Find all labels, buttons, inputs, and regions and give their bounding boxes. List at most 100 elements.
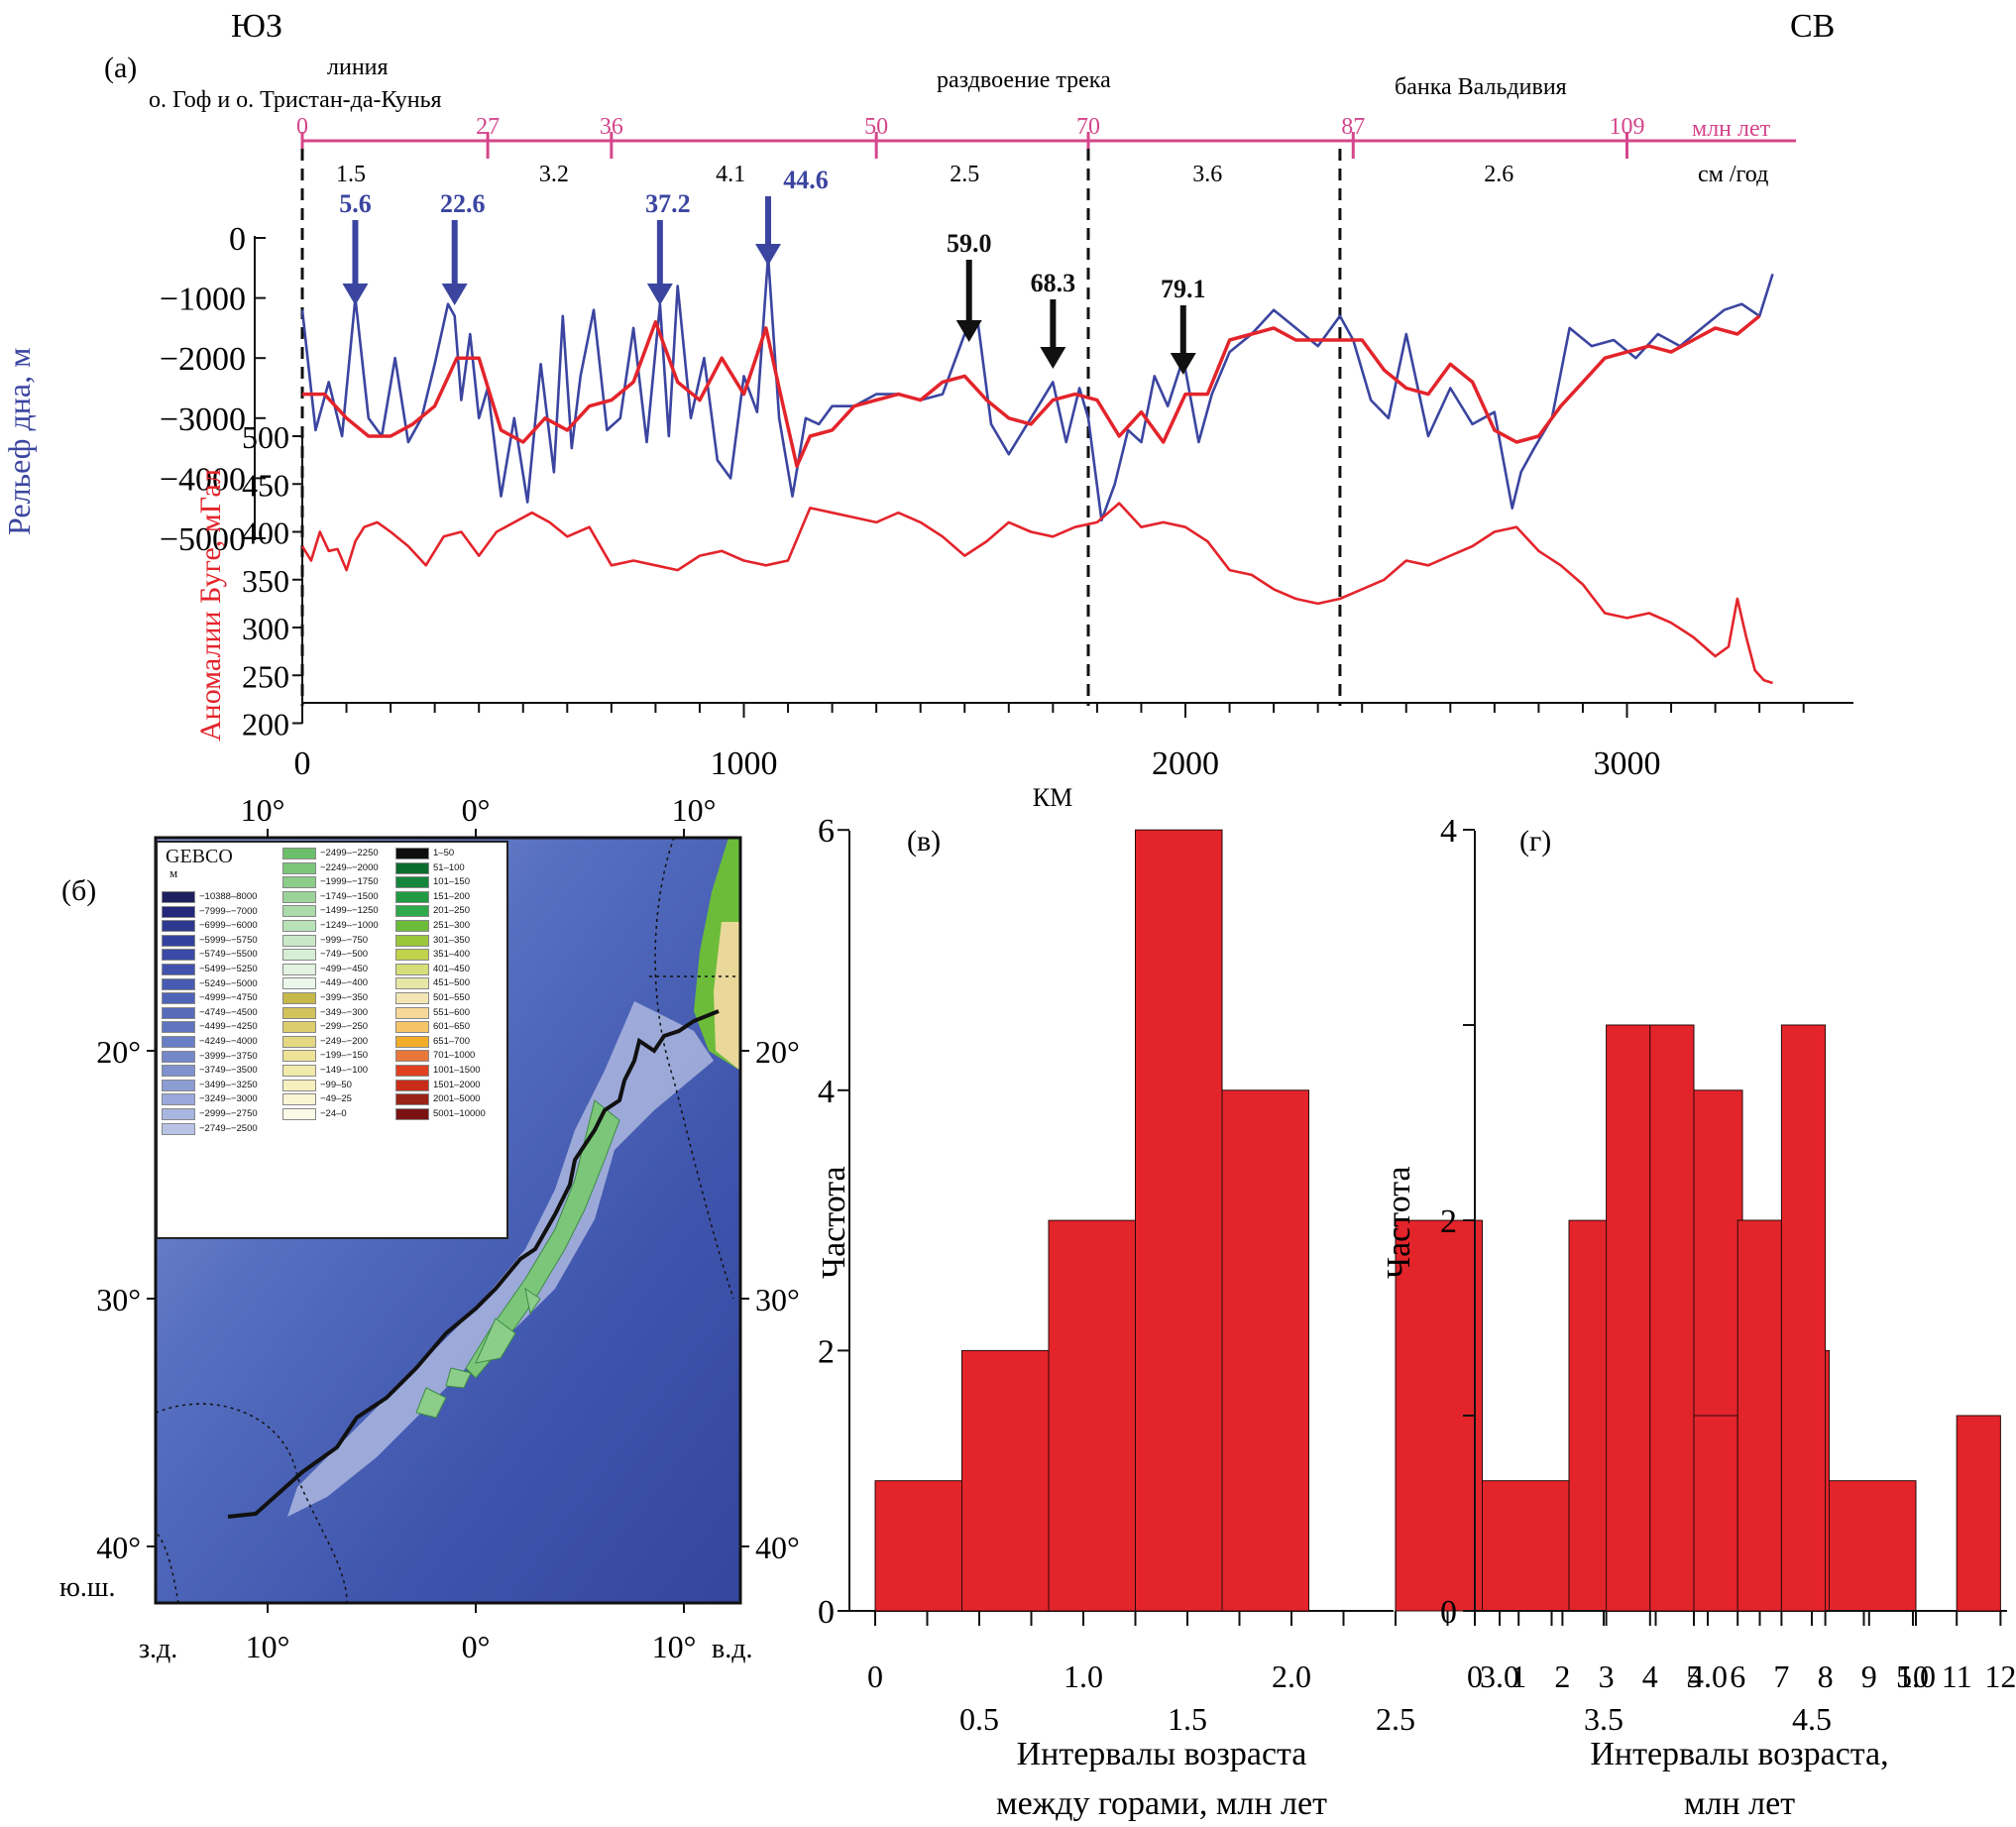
legend-item: −749–−500 [282,948,399,963]
legend-column-2: −2499–−2250 −2249–−2000 −1999–−1750 −1749–−… [282,847,399,1121]
hist-g-xlabel-2: млн лет [1684,1785,1795,1822]
legend-item: −249–−200 [282,1035,399,1050]
legend-swatch [282,991,316,1004]
hist-g-y-tick-label: 4 [1440,813,1457,850]
legend-swatch [162,1050,195,1063]
legend-label: −3749–−3500 [199,1065,258,1077]
legend-item: 5001–10000 [395,1107,512,1122]
legend-item: −5999–−5750 [162,934,279,949]
map-left-tick-3: 40° [96,1530,141,1565]
map-legend: GEBCO м −10388–8000 −7999–−7000 −6999–−600… [156,841,508,1239]
legend-swatch [282,1093,316,1106]
hist-g-x-tick-label: 11 [1942,1658,1972,1694]
legend-label: 5001–10000 [433,1107,486,1119]
legend-item: −5499–−5250 [162,963,279,977]
legend-item: 101–150 [395,875,512,890]
hist-g-x-tick-label: 8 [1818,1658,1834,1694]
legend-label: 551–600 [433,1006,470,1018]
legend-swatch [162,1065,195,1078]
hist-g-bar [1606,1024,1651,1612]
bouguer-tick-label: 400 [242,515,289,551]
legend-label: −499–−450 [320,963,369,974]
legend-item: −5749–−5500 [162,948,279,963]
hist-v-ylabel: Частота [816,1166,852,1279]
age-tick-label: 87 [1341,114,1365,140]
legend-label: −1749–−1500 [320,890,379,902]
legend-item: −349–−300 [282,1006,399,1021]
legend-label: −3999–−3750 [199,1050,258,1062]
age-tick-label: 0 [296,114,308,140]
legend-swatch [282,890,316,903]
km-tick-label: 0 [294,745,311,782]
legend-item: −3749–−3500 [162,1064,279,1079]
legend-label: −5499–−5250 [199,963,258,974]
legend-label: 651–700 [433,1035,470,1047]
legend-item: −6999–−6000 [162,919,279,934]
km-tick-label: 2000 [1152,745,1219,782]
legend-swatch [282,949,316,962]
hist-v-x-tick-label: 0 [867,1658,883,1694]
hist-v-x-tick-label: 2.5 [1376,1701,1415,1737]
legend-item: −2749–−2500 [162,1122,279,1137]
age-tick-label: 27 [476,114,500,140]
corner-sw-label: ЮЗ [231,8,282,45]
panel-a-profile: ЮЗ СВ (а) линия о. Гоф и о. Тристан-да-К… [1,8,1853,812]
hist-g-bar [1649,1024,1695,1612]
peak-arrow-head [1040,347,1066,369]
legend-swatch [395,949,429,962]
hist-v-bar [1048,1219,1136,1612]
annot-islands-label: о. Гоф и о. Тристан-да-Кунья [149,87,442,113]
hist-g-ylabel: Частота [1381,1166,1417,1279]
legend-item: 1001–1500 [395,1064,512,1079]
legend-swatch [395,1079,429,1091]
legend-item: −3999–−3750 [162,1050,279,1065]
legend-label: −2249–−2000 [320,861,379,873]
legend-label: −24–0 [320,1107,347,1119]
hist-v-bar [1135,829,1223,1612]
age-tick-label: 70 [1076,114,1100,140]
bouguer-tick-label: 350 [242,563,289,599]
relief-axis-title: Рельеф дна, м [1,348,37,535]
legend-swatch [162,920,195,933]
legend-label: −249–−200 [320,1035,369,1047]
legend-label: −5249–−5000 [199,977,258,989]
map-top-tick-1: 10° [241,792,285,828]
map-bottom-tick-2: 0° [462,1629,491,1664]
hist-g-x-tick-label: 2 [1554,1658,1570,1694]
annot-line-label: линия [327,55,389,80]
relief-smoothed-line [302,314,1761,469]
legend-swatch [395,890,429,903]
hist-g-x-tick-label: 1 [1511,1658,1526,1694]
legend-swatch [162,1021,195,1034]
legend-item: −4249–−4000 [162,1035,279,1050]
legend-swatch [282,905,316,918]
legend-item: −499–−450 [282,963,399,977]
hist-v-bar [1829,1480,1917,1612]
rate-label: 2.5 [950,162,979,187]
legend-label: −749–−500 [320,949,369,961]
legend-label: −2499–−2250 [320,848,379,858]
legend-swatch [395,1021,429,1034]
legend-swatch [395,934,429,947]
relief-tick-label: −3000 [160,401,246,438]
legend-item: 401–450 [395,963,512,977]
legend-label: −5749–−5500 [199,949,258,961]
legend-item: −999–−750 [282,934,399,949]
seamount-cluster [415,1287,541,1419]
hist-v-x-tick-label: 4.0 [1688,1658,1728,1694]
hist-g-x-tick-label: 9 [1861,1658,1877,1694]
legend-label: −399–−350 [320,991,369,1003]
annot-split-label: раздвоение трека [937,67,1111,93]
hist-v-x-tick-label: 4.5 [1792,1701,1832,1737]
hist-v-y-tick-label: 2 [818,1333,835,1370]
map-features [156,838,740,1603]
peak-arrow-head [1170,353,1196,375]
legend-item: 1501–2000 [395,1079,512,1093]
hist-v-y-tick-label: 6 [818,813,835,850]
hist-g-bar [1956,1415,2001,1612]
legend-label: 2001–5000 [433,1093,481,1105]
legend-label: −5999–−5750 [199,934,258,946]
relief-tick-label: −5000 [160,521,246,558]
legend-label: −99–50 [320,1079,352,1090]
